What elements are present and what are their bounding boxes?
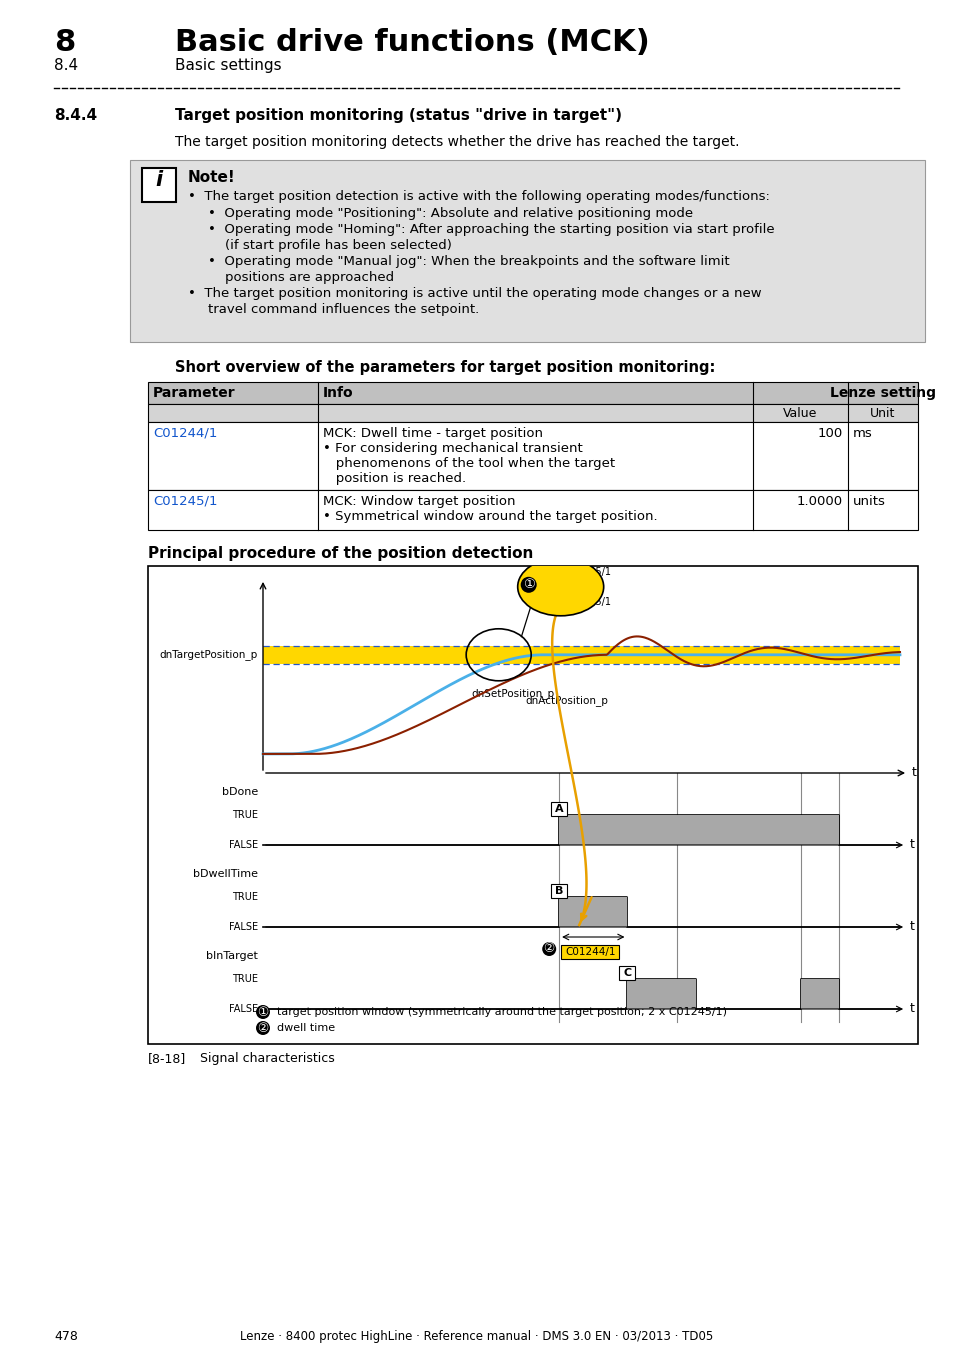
Text: 478: 478: [54, 1330, 78, 1343]
Text: Unit: Unit: [869, 406, 895, 420]
Text: dwell time: dwell time: [276, 1023, 335, 1033]
Text: FALSE: FALSE: [229, 840, 257, 850]
Circle shape: [541, 942, 556, 956]
Text: TRUE: TRUE: [232, 892, 257, 902]
Bar: [263, 645, 899, 664]
Text: •  The target position detection is active with the following operating modes/fu: • The target position detection is activ…: [188, 190, 769, 202]
Bar: [148, 566, 917, 1044]
Text: C01245/1: C01245/1: [152, 495, 217, 508]
Text: t: t: [909, 838, 914, 852]
Text: A: A: [555, 805, 563, 814]
Text: positions are approached: positions are approached: [225, 271, 394, 284]
Text: i: i: [155, 170, 162, 190]
Circle shape: [520, 576, 537, 593]
Circle shape: [255, 1004, 270, 1019]
Text: bDwellTime: bDwellTime: [193, 869, 257, 879]
Text: bDone: bDone: [221, 787, 257, 796]
Text: •  The target position monitoring is active until the operating mode changes or : • The target position monitoring is acti…: [188, 288, 760, 300]
Text: •  Operating mode "Homing": After approaching the starting position via start pr: • Operating mode "Homing": After approac…: [208, 223, 774, 236]
Text: Info: Info: [323, 386, 354, 400]
Text: 8.4.4: 8.4.4: [54, 108, 97, 123]
Text: C01244/1: C01244/1: [152, 427, 217, 440]
Text: dnSetPosition_p: dnSetPosition_p: [471, 687, 555, 699]
Text: Value: Value: [782, 406, 817, 420]
Text: bInTarget: bInTarget: [206, 950, 257, 961]
Text: Basic drive functions (MCK): Basic drive functions (MCK): [174, 28, 649, 57]
Text: target position window (symmetrically around the target position; 2 x C01245/1): target position window (symmetrically ar…: [276, 1007, 726, 1017]
Circle shape: [255, 1021, 270, 1035]
Text: Parameter: Parameter: [152, 386, 235, 400]
Text: MCK: Window target position
• Symmetrical window around the target position.: MCK: Window target position • Symmetrica…: [323, 495, 657, 522]
Bar: [801, 979, 839, 1008]
Bar: [627, 979, 696, 1008]
Bar: [148, 423, 917, 490]
Bar: [142, 167, 175, 202]
Text: •  Operating mode "Positioning": Absolute and relative positioning mode: • Operating mode "Positioning": Absolute…: [208, 207, 693, 220]
Text: Short overview of the parameters for target position monitoring:: Short overview of the parameters for tar…: [174, 360, 715, 375]
Text: MCK: Dwell time - target position
• For considering mechanical transient
   phen: MCK: Dwell time - target position • For …: [323, 427, 615, 485]
Text: 8: 8: [54, 28, 75, 57]
Text: [8-18]: [8-18]: [148, 1052, 186, 1065]
Text: TRUE: TRUE: [232, 810, 257, 819]
Text: ①: ①: [257, 1006, 269, 1018]
Text: FALSE: FALSE: [229, 922, 257, 931]
Text: Note!: Note!: [188, 170, 235, 185]
Text: (if start profile has been selected): (if start profile has been selected): [225, 239, 452, 252]
Ellipse shape: [517, 558, 603, 616]
Bar: [148, 490, 917, 531]
Text: dnActPosition_p: dnActPosition_p: [525, 695, 608, 706]
Bar: [130, 161, 924, 342]
Text: TRUE: TRUE: [232, 973, 257, 984]
Text: travel command influences the setpoint.: travel command influences the setpoint.: [208, 302, 478, 316]
Text: C01245/1: C01245/1: [564, 567, 611, 576]
Text: ②: ②: [257, 1022, 269, 1034]
Bar: [148, 382, 917, 404]
Bar: [148, 404, 917, 423]
Text: B: B: [555, 886, 563, 896]
Text: FALSE: FALSE: [229, 1004, 257, 1014]
Text: •  Operating mode "Manual jog": When the breakpoints and the software limit: • Operating mode "Manual jog": When the …: [208, 255, 729, 269]
Bar: [551, 884, 567, 898]
Text: Lenze · 8400 protec HighLine · Reference manual · DMS 3.0 EN · 03/2013 · TD05: Lenze · 8400 protec HighLine · Reference…: [240, 1330, 713, 1343]
Text: dnTargetPosition_p: dnTargetPosition_p: [159, 649, 257, 660]
Text: C01245/1: C01245/1: [564, 597, 611, 606]
Text: t: t: [911, 767, 916, 779]
Bar: [551, 802, 567, 815]
Text: Signal characteristics: Signal characteristics: [200, 1052, 335, 1065]
Text: C: C: [622, 968, 631, 977]
Text: Target position monitoring (status "drive in target"): Target position monitoring (status "driv…: [174, 108, 621, 123]
Text: Lenze setting: Lenze setting: [829, 386, 935, 400]
Text: 1.0000: 1.0000: [796, 495, 842, 508]
Text: 8.4: 8.4: [54, 58, 78, 73]
Text: ms: ms: [852, 427, 872, 440]
Text: Basic settings: Basic settings: [174, 58, 281, 73]
Text: Principal procedure of the position detection: Principal procedure of the position dete…: [148, 545, 533, 562]
Bar: [558, 896, 627, 927]
Bar: [558, 815, 839, 845]
Text: C01244/1: C01244/1: [564, 946, 615, 957]
Bar: [618, 967, 635, 980]
Text: t: t: [909, 921, 914, 933]
Bar: [560, 945, 618, 958]
Text: ①: ①: [522, 578, 534, 591]
Text: ②: ②: [543, 942, 555, 956]
Text: 100: 100: [817, 427, 842, 440]
Text: t: t: [909, 1003, 914, 1015]
Text: The target position monitoring detects whether the drive has reached the target.: The target position monitoring detects w…: [174, 135, 739, 148]
Text: units: units: [852, 495, 885, 508]
